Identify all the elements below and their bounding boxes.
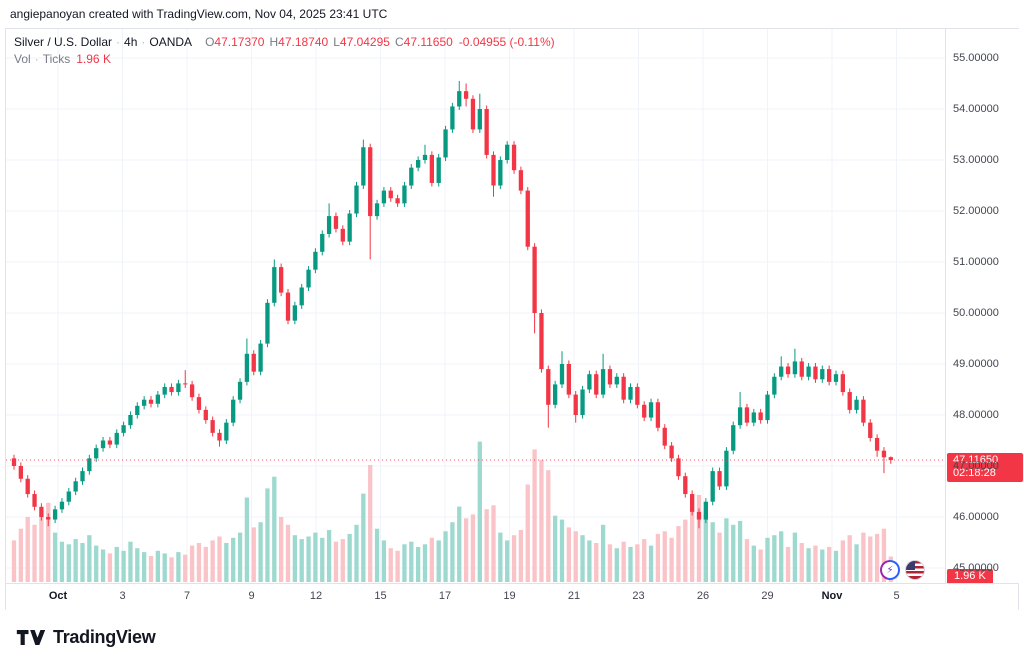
bar-countdown: 02:18:28: [953, 467, 996, 480]
time-axis-label: Nov: [821, 590, 843, 602]
time-axis-label: 5: [893, 590, 900, 602]
low-label: L: [333, 35, 340, 49]
time-axis-label: 19: [503, 590, 516, 602]
legend-separator: ·: [34, 52, 39, 66]
tradingview-logo-icon: [16, 630, 46, 645]
lightning-icon: ⚡: [882, 562, 898, 578]
us-flag-event-button[interactable]: [905, 560, 925, 580]
interval-label[interactable]: 4h: [124, 35, 138, 49]
price-axis-label: 48.00000: [953, 408, 999, 421]
time-axis-label: 17: [438, 590, 452, 602]
time-axis-label: Oct: [48, 590, 68, 602]
event-buttons: ⚡: [880, 560, 925, 580]
high-label: H: [269, 35, 279, 49]
legend-symbol-row: Silver / U.S. Dollar · 4h · OANDA O47.17370 H4…: [14, 34, 555, 51]
footer: TradingView: [0, 610, 1024, 665]
tradingview-logo[interactable]: TradingView: [16, 627, 156, 648]
open-label: O: [205, 35, 215, 49]
legend-volume-row: Vol · Ticks 1.96 K: [14, 51, 555, 68]
candlestick-chart[interactable]: [6, 29, 945, 583]
price-axis-label: 50.00000: [953, 306, 999, 319]
legend-separator: ·: [116, 35, 121, 49]
price-axis-label: 51.00000: [953, 255, 999, 268]
time-axis-label: 7: [183, 590, 191, 602]
price-axis[interactable]: 47.11650 02:18:28 1.96 K 55.00000 54.0000…: [945, 29, 1023, 585]
last-price-value: 47.11650: [953, 454, 999, 467]
symbol-title[interactable]: Silver / U.S. Dollar: [14, 35, 113, 49]
close-label: C: [394, 35, 404, 49]
time-axis[interactable]: Oct 3 7 9 12 15 17 19 21 23 26 29 Nov 5: [6, 583, 1018, 610]
attribution-text: angiepanoyan created with TradingView.co…: [10, 7, 388, 21]
price-axis-label: 55.00000: [953, 51, 999, 64]
high-value: 47.18740: [278, 35, 329, 49]
price-axis-label: 46.00000: [953, 510, 999, 523]
exchange-label[interactable]: OANDA: [149, 35, 193, 49]
price-axis-label: 47.00000: [953, 459, 999, 472]
price-axis-label: 54.00000: [953, 102, 999, 115]
change-value: -0.04955 (-0.11%): [458, 35, 555, 49]
close-value: 47.11650: [403, 35, 453, 49]
volume-badge: 1.96 K: [947, 569, 993, 585]
time-axis-label: 29: [761, 590, 774, 602]
last-price-badge: 47.11650 02:18:28: [947, 453, 1023, 483]
time-axis-label: 23: [632, 590, 645, 602]
volume-label[interactable]: Vol: [14, 52, 31, 66]
legend: Silver / U.S. Dollar · 4h · OANDA O47.17370 H4…: [14, 34, 555, 68]
chart-area: Silver / U.S. Dollar · 4h · OANDA O47.17370 H4…: [5, 28, 1023, 610]
time-axis-label: 15: [374, 590, 387, 602]
time-axis-label: 26: [696, 590, 710, 602]
time-axis-label: 12: [309, 590, 323, 602]
price-axis-label: 45.00000: [953, 561, 999, 574]
legend-separator: ·: [141, 35, 146, 49]
tradingview-brand-text: TradingView: [53, 627, 156, 647]
price-axis-label: 52.00000: [953, 204, 999, 217]
ohlc-values: O47.17370 H47.18740 L47.04295 C47.11650 -0.0…: [200, 35, 555, 49]
price-axis-label: 53.00000: [953, 153, 999, 166]
price-axis-label: 49.00000: [953, 357, 999, 370]
time-axis-label: 9: [248, 590, 255, 602]
open-value: 47.17370: [214, 35, 265, 49]
volume-value: 1.96 K: [76, 52, 111, 66]
volume-unit-label: Ticks: [42, 52, 71, 66]
low-value: 47.04295: [339, 35, 390, 49]
lightning-event-button[interactable]: ⚡: [880, 560, 900, 580]
us-flag-icon: [906, 561, 915, 570]
time-axis-label: 3: [119, 590, 126, 602]
time-axis-label: 21: [567, 590, 581, 602]
price-pane[interactable]: Silver / U.S. Dollar · 4h · OANDA O47.17370 H4…: [6, 29, 945, 583]
